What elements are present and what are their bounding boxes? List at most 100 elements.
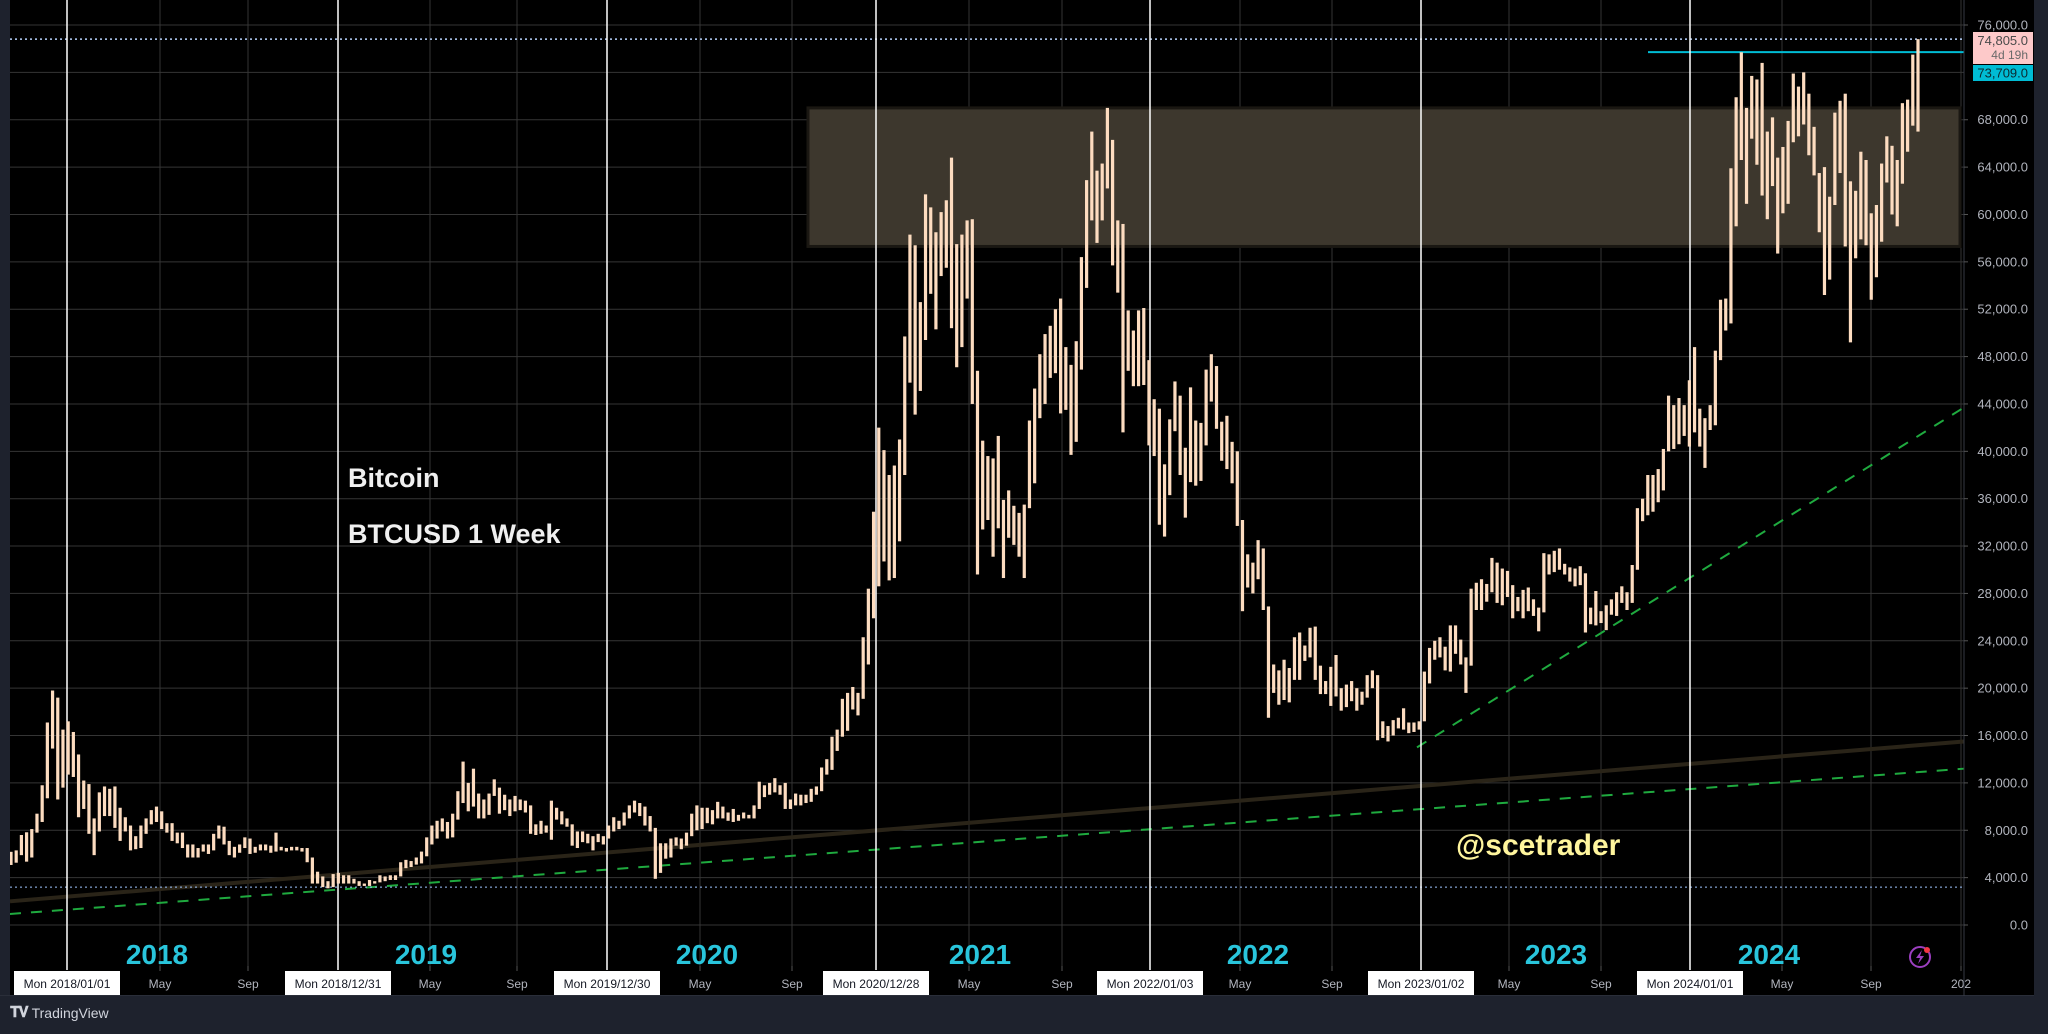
price-bar (373, 881, 377, 884)
chart-title: Bitcoin (348, 463, 440, 493)
price-bar (19, 835, 23, 856)
price-bar (648, 816, 652, 832)
price-bar (196, 848, 200, 858)
left-border (0, 0, 10, 996)
price-bar (1079, 257, 1084, 370)
price-bar (253, 846, 257, 853)
date-label-box (823, 971, 929, 995)
price-bar (1277, 670, 1281, 705)
time-axis[interactable]: Mon 2018/01/01 May Sep Mon 2018/12/31 May Sep… (0, 0, 2048, 996)
price-bar (705, 807, 709, 824)
price-bar (1864, 160, 1868, 246)
price-bar (326, 881, 330, 889)
price-bar (1474, 582, 1478, 611)
price-bar (788, 799, 793, 809)
price-bar (1162, 464, 1167, 537)
price-bar (762, 785, 767, 798)
price-bar (918, 302, 922, 391)
price-bar (180, 832, 185, 849)
price-bar (658, 843, 663, 873)
price-bar (882, 450, 886, 562)
right-border (2034, 0, 2048, 996)
price-bar (347, 875, 351, 884)
price-bar (1734, 97, 1738, 227)
price-bar (1786, 120, 1790, 204)
price-bar (274, 832, 278, 852)
price-bar (1552, 550, 1556, 573)
year-label: 2021 (949, 939, 1011, 970)
price-bar (56, 697, 60, 800)
month-tick-label: Sep (1051, 977, 1073, 991)
price-bar (154, 806, 159, 822)
footer: 𝐓𝐕 TradingView (0, 996, 2048, 1034)
price-bar (570, 824, 574, 846)
date-tick-label: Mon 2023/01/02 (1378, 977, 1465, 991)
price-bar (1053, 309, 1058, 374)
price-bar (1308, 627, 1312, 658)
price-bar (612, 817, 616, 832)
price-bar (1682, 405, 1686, 436)
price-bar (1869, 213, 1873, 300)
price-bar (30, 829, 34, 858)
price-bar (690, 813, 694, 837)
year-label: 2019 (395, 939, 457, 970)
overlays: 2018 2019 2020 2021 2022 2023 2024 (126, 939, 1801, 970)
price-tick-label: 16,000.0 (1977, 728, 2028, 743)
price-bar (1599, 611, 1603, 624)
price-bar (269, 845, 273, 853)
price-bar (1589, 607, 1593, 625)
price-bar (684, 832, 689, 846)
price-bar (367, 880, 372, 886)
price-tick-label: 12,000.0 (1977, 775, 2028, 790)
price-bar (1677, 398, 1681, 445)
price-bar (123, 817, 127, 832)
price-bar (596, 833, 600, 843)
price-bar (731, 808, 735, 822)
price-bar (1828, 196, 1832, 280)
price-bar (24, 832, 29, 862)
price-bar (482, 799, 486, 819)
price-bar (539, 820, 543, 834)
price-tick-label: 0.0 (2010, 918, 2028, 933)
price-bar (1661, 448, 1665, 491)
price-bar (981, 440, 985, 530)
price-bar (1199, 422, 1203, 481)
price-bar (627, 805, 631, 819)
price-bar (1583, 573, 1588, 633)
author-watermark: @scetrader (1456, 829, 1621, 862)
price-bar (1007, 490, 1011, 538)
price-bar (341, 875, 346, 884)
price-bar (1485, 583, 1489, 602)
date-label-box (1368, 971, 1474, 995)
price-bar (1609, 599, 1614, 615)
price-bar (820, 767, 824, 792)
price-bar (1578, 566, 1582, 586)
price-bar (835, 729, 839, 751)
price-bar (617, 820, 621, 830)
price-bar (996, 435, 1000, 529)
price-bar (814, 786, 819, 795)
price-bar (1391, 720, 1395, 736)
price-bar (1557, 548, 1562, 570)
price-bar (1916, 39, 1920, 132)
price-bar (944, 200, 948, 268)
price-bar (399, 862, 403, 877)
price-bar (425, 837, 429, 857)
previous-high-badge[interactable] (1973, 65, 2033, 81)
price-bar (778, 785, 782, 795)
price-bar (866, 588, 870, 665)
bar-countdown-label: 4d 19h (1991, 48, 2028, 62)
price-bar (591, 836, 595, 851)
price-bar (134, 836, 138, 850)
price-axis[interactable]: 76,000.0 68,000.0 64,000.0 60,000.0 56,000.0… (1963, 0, 2048, 996)
price-bar (960, 234, 964, 348)
month-tick-label: May (958, 977, 981, 991)
current-price-badge[interactable] (1973, 32, 2033, 64)
year-label: 2023 (1525, 939, 1587, 970)
lightning-icon[interactable] (1909, 946, 1931, 968)
price-bar (149, 810, 153, 825)
price-bar (1807, 93, 1811, 156)
price-bar (622, 812, 626, 826)
tradingview-brand[interactable]: 𝐓𝐕 TradingView (10, 1004, 109, 1021)
